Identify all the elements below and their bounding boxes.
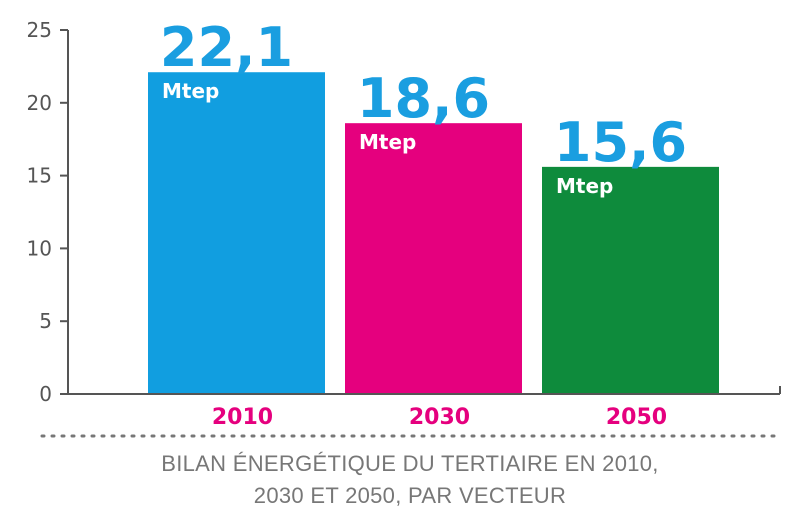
unit-label-2050: Mtep [556, 174, 613, 198]
x-tick-label-2030: 2030 [409, 405, 470, 430]
unit-label-2010: Mtep [162, 79, 219, 103]
y-tick-label: 0 [39, 382, 52, 406]
caption-line-1: BILAN ÉNERGÉTIQUE DU TERTIAIRE EN 2010, [161, 451, 659, 476]
bar-2010 [148, 72, 325, 394]
chart-caption: BILAN ÉNERGÉTIQUE DU TERTIAIRE EN 2010, … [0, 448, 800, 512]
y-tick-label: 10 [27, 236, 52, 260]
value-label-2030: 18,6 [357, 67, 490, 130]
y-tick-label: 15 [27, 164, 52, 188]
bar-2030 [345, 123, 522, 395]
value-label-2050: 15,6 [554, 111, 687, 174]
unit-label-2030: Mtep [359, 130, 416, 154]
caption-line-2: 2030 ET 2050, PAR VECTEUR [253, 483, 567, 508]
y-tick-label: 20 [27, 91, 52, 115]
value-label-2010: 22,1 [160, 16, 293, 79]
y-tick-label: 5 [39, 309, 52, 333]
bar-2050 [542, 166, 719, 394]
x-tick-label-2010: 2010 [212, 405, 273, 430]
y-axis: 0 5 10 15 20 25 [27, 18, 69, 406]
x-tick-label-2050: 2050 [606, 405, 667, 430]
y-tick-label: 25 [27, 18, 52, 42]
bars [148, 72, 719, 395]
